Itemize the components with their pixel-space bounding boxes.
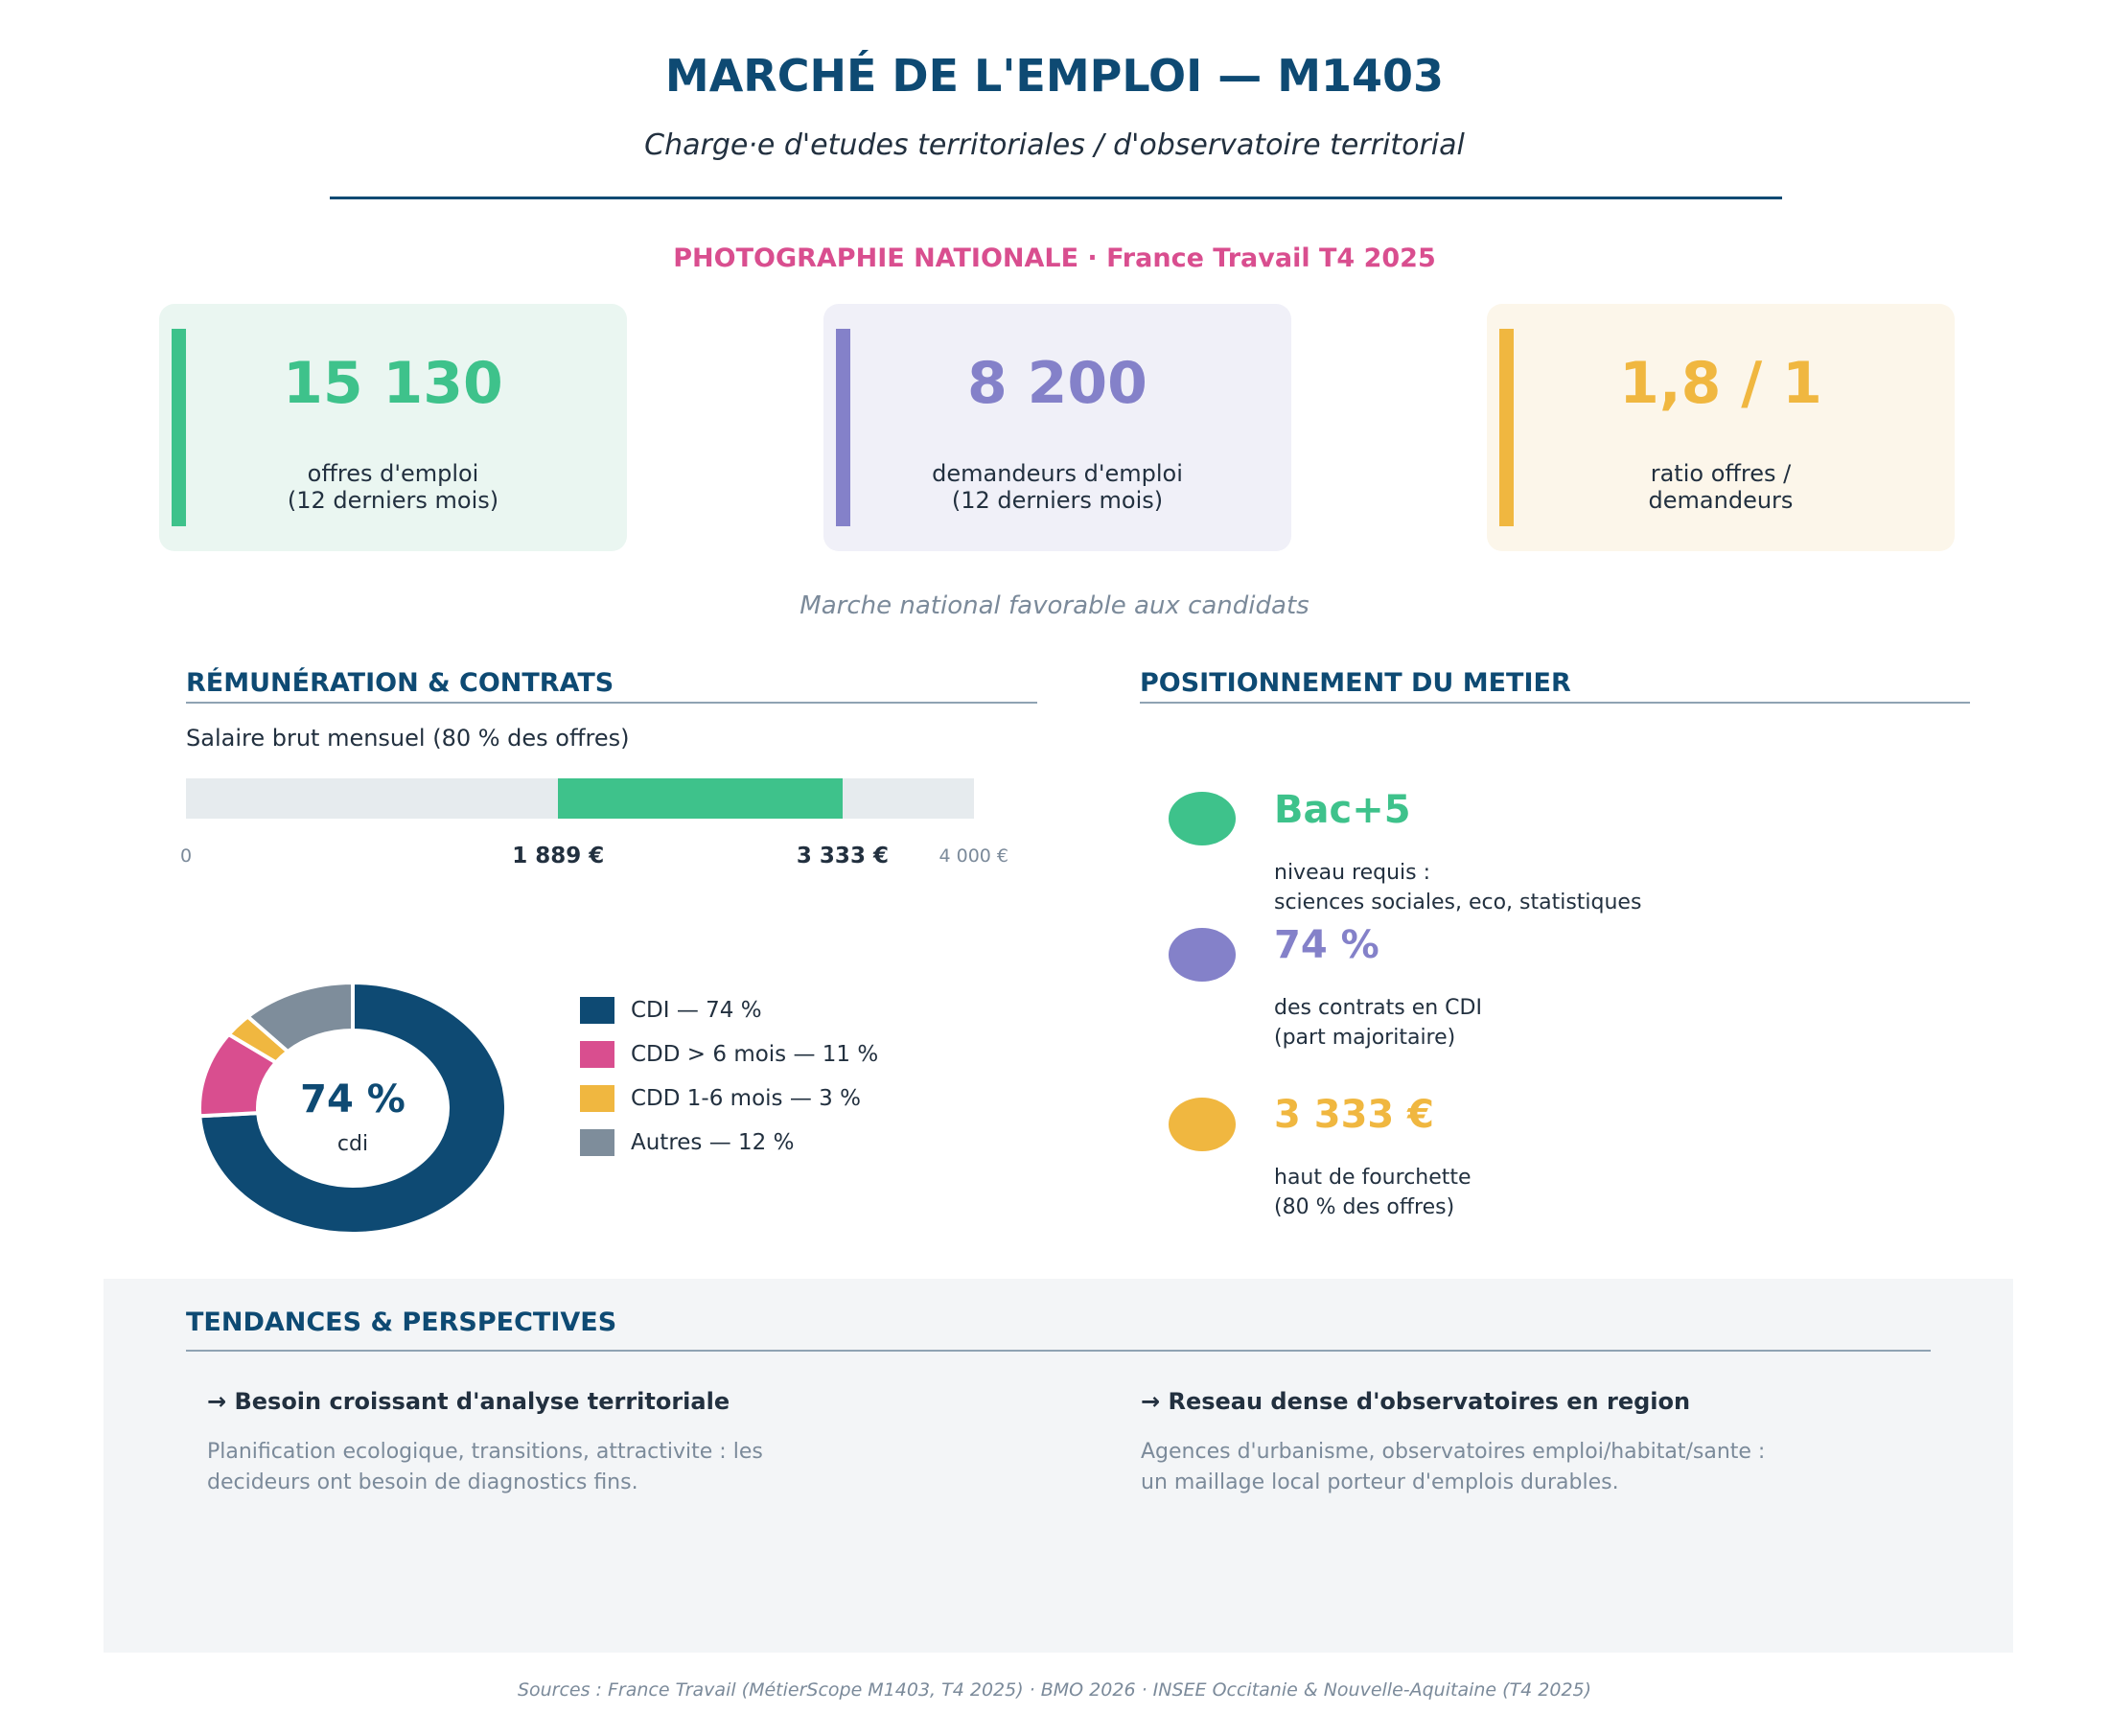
kpi-card-offres: 15 130 offres d'emploi (12 derniers mois… [159,304,627,551]
trend-text: Agences d'urbanisme, observatoires emplo… [1141,1437,1765,1498]
position-label-line: (part majoritaire) [1274,1026,1456,1050]
level-dot-icon [1169,792,1236,845]
trend-text-line: Agences d'urbanisme, observatoires emplo… [1141,1440,1766,1464]
kpi-note: Marche national favorable aux candidats [800,591,1309,620]
legend-item-autres: Autres — 12 % [580,1128,794,1157]
page-subtitle: Charge·e d'etudes territoriales / d'obse… [644,128,1465,162]
position-value: Bac+5 [1274,788,1411,832]
kpi-card-demandeurs: 8 200 demandeurs d'emploi (12 derniers m… [823,304,1291,551]
kpi-label: ratio offres / demandeurs [1487,460,1955,514]
position-label-line: niveau requis : [1274,861,1431,885]
page-title: MARCHÉ DE L'EMPLOI — M1403 [664,50,1445,102]
sources-footnote: Sources : France Travail (MétierScope M1… [517,1679,1592,1701]
positionnement-divider [1140,702,1970,704]
trend-title: → Reseau dense d'observatoires en region [1141,1388,1691,1415]
kpi-value: 15 130 [283,350,503,417]
position-label: des contrats en CDI (part majoritaire) [1274,993,1482,1053]
trend-text-line: decideurs ont besoin de diagnostics fins… [207,1470,638,1494]
kpi-label-line: offres d'emploi [307,460,479,487]
legend-swatch [580,1129,614,1156]
donut-slices [197,980,508,1236]
kpi-label-line: ratio offres / [1650,460,1792,487]
cdi-dot-icon [1169,928,1236,982]
kpi-accent-bar [1499,329,1514,526]
kpi-value: 8 200 [967,350,1147,417]
donut-slice-autres [244,980,355,1054]
legend-swatch [580,1085,614,1112]
donut-center-label: cdi [337,1132,368,1156]
kpi-label-line: (12 derniers mois) [951,487,1164,514]
remuneration-heading: RÉMUNÉRATION & CONTRATS [186,668,614,698]
position-label-line: sciences sociales, eco, statistiques [1274,891,1642,914]
positionnement-heading: POSITIONNEMENT DU METIER [1140,668,1571,698]
kpi-label: demandeurs d'emploi (12 derniers mois) [823,460,1291,514]
trends-divider [186,1350,1931,1352]
position-label-line: des contrats en CDI [1274,996,1482,1020]
title-divider [330,197,1782,199]
position-value: 74 % [1274,923,1379,967]
legend-swatch [580,997,614,1024]
position-value: 3 333 € [1274,1093,1435,1137]
legend-item-cdi: CDI — 74 % [580,996,762,1025]
kpi-value: 1,8 / 1 [1619,350,1822,417]
legend-item-cdd-short: CDD 1-6 mois — 3 % [580,1084,861,1113]
legend-label: CDI — 74 % [631,998,762,1023]
salary-dot-icon [1169,1098,1236,1151]
position-label-line: (80 % des offres) [1274,1195,1455,1219]
kpi-label-line: demandeurs [1648,487,1794,514]
kpi-accent-bar [836,329,850,526]
kpi-accent-bar [172,329,186,526]
trends-panel [104,1279,2013,1653]
trend-text-line: un maillage local porteur d'emplois dura… [1141,1470,1619,1494]
contract-donut-chart: 74 % cdi [197,980,508,1236]
salary-axis-max: 4 000 € [939,845,1009,867]
legend-label: Autres — 12 % [631,1130,795,1155]
trend-title: → Besoin croissant d'analyse territorial… [207,1388,730,1415]
trend-text: Planification ecologique, transitions, a… [207,1437,763,1498]
trend-text-line: Planification ecologique, transitions, a… [207,1440,763,1464]
remuneration-divider [186,702,1037,704]
legend-item-cdd-long: CDD > 6 mois — 11 % [580,1040,878,1069]
salary-low-label: 1 889 € [512,844,605,868]
position-label: haut de fourchette (80 % des offres) [1274,1163,1472,1222]
section-tag: PHOTOGRAPHIE NATIONALE · France Travail … [673,243,1436,273]
legend-swatch [580,1041,614,1068]
salary-axis-min: 0 [180,845,193,867]
legend-label: CDD > 6 mois — 11 % [631,1042,879,1067]
donut-center-value: 74 % [300,1077,406,1122]
salary-range-fill [558,778,843,819]
kpi-label-line: (12 derniers mois) [287,487,499,514]
legend-label: CDD 1-6 mois — 3 % [631,1086,861,1111]
position-label-line: haut de fourchette [1274,1166,1472,1190]
position-label: niveau requis : sciences sociales, eco, … [1274,858,1641,917]
salary-label: Salaire brut mensuel (80 % des offres) [186,725,630,752]
kpi-card-ratio: 1,8 / 1 ratio offres / demandeurs [1487,304,1955,551]
trends-heading: TENDANCES & PERSPECTIVES [186,1308,617,1337]
donut-slice-cdi [197,980,508,1236]
kpi-label-line: demandeurs d'emploi [932,460,1183,487]
kpi-label: offres d'emploi (12 derniers mois) [159,460,627,514]
salary-high-label: 3 333 € [796,844,889,868]
